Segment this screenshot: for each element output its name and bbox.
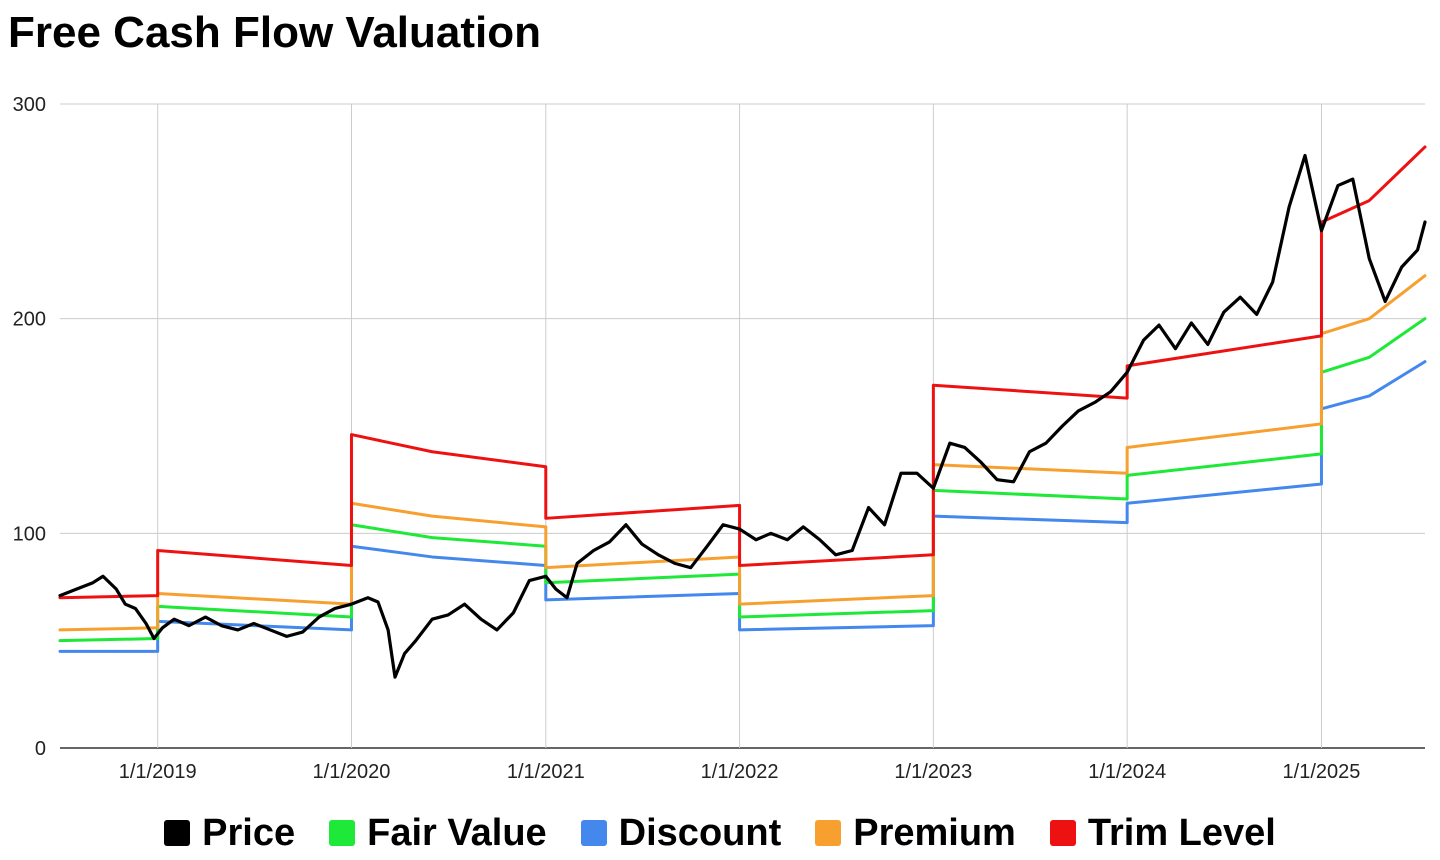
legend-item-trim-level: Trim Level — [1049, 812, 1276, 854]
legend-label: Fair Value — [367, 812, 547, 854]
legend-item-premium: Premium — [815, 813, 1016, 853]
y-tick-label: 200 — [13, 309, 46, 331]
series-line-premium — [58, 274, 1427, 632]
y-tick-label: 300 — [13, 94, 46, 116]
legend-swatch — [815, 820, 842, 846]
x-tick-label: 1/1/2022 — [701, 761, 779, 783]
x-tick-label: 1/1/2020 — [313, 761, 391, 783]
series-line-discount — [58, 360, 1427, 653]
chart-title: Free Cash Flow Valuation — [8, 8, 542, 57]
y-tick-label: 0 — [35, 738, 46, 760]
legend: Price Fair Value Discount Premium Trim Level — [0, 808, 1440, 858]
legend-swatch — [1049, 820, 1076, 846]
series-line-trim-level — [58, 145, 1427, 600]
legend-swatch — [329, 820, 356, 846]
legend-item-fair-value: Fair Value — [329, 813, 547, 853]
series-layer — [58, 145, 1427, 679]
chart-plot-area: 0 100 200 300 1/1/2019 1/1/2020 1/1/2021 1/1/20… — [13, 94, 1427, 783]
x-tick-label: 1/1/2025 — [1283, 761, 1361, 783]
legend-label: Trim Level — [1087, 812, 1276, 854]
x-tick-label: 1/1/2023 — [894, 761, 972, 783]
legend-swatch — [164, 820, 191, 846]
legend-swatch — [580, 820, 607, 846]
legend-item-discount: Discount — [580, 812, 782, 854]
series-line-price — [58, 153, 1427, 679]
legend-label: Discount — [618, 812, 782, 854]
x-tick-label: 1/1/2021 — [507, 761, 585, 783]
legend-label: Premium — [853, 812, 1016, 854]
grid-layer — [60, 103, 1425, 749]
x-tick-label: 1/1/2024 — [1088, 761, 1166, 783]
legend-item-price: Price — [164, 813, 295, 853]
legend-label: Price — [202, 812, 296, 854]
y-tick-label: 100 — [13, 523, 46, 545]
x-tick-label: 1/1/2019 — [119, 761, 197, 783]
axis-layer: 0 100 200 300 1/1/2019 1/1/2020 1/1/2021 1/1/20… — [13, 94, 1361, 783]
series-line-fair-value — [58, 317, 1427, 643]
